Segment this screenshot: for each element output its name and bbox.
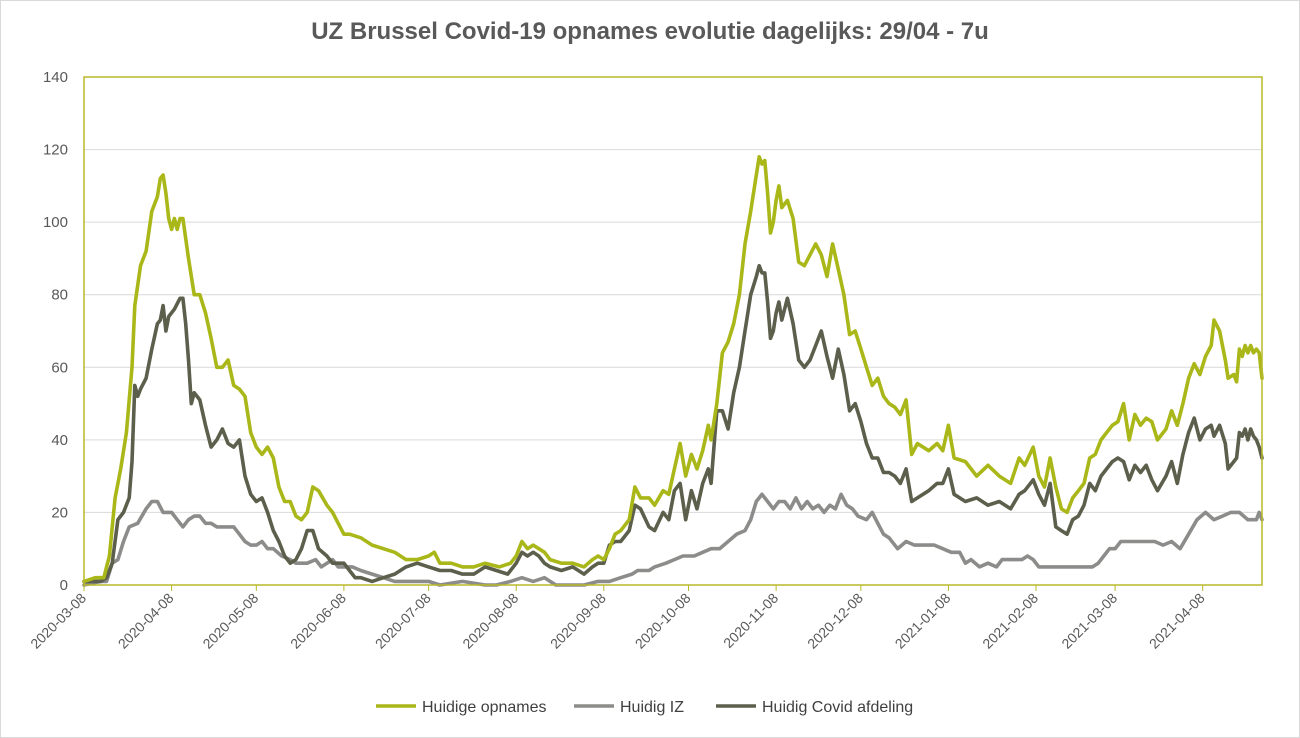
legend-label-opnames: Huidige opnames [422, 699, 547, 716]
series-line-afdeling [82, 263, 1264, 584]
x-tick-label: 2021-02-08 [979, 590, 1041, 652]
series-lines [82, 155, 1264, 587]
y-axis-ticks: 0 20 40 60 80 100 120 140 [43, 69, 68, 594]
series-line-iz [82, 492, 1264, 587]
gridlines [84, 149, 1262, 513]
x-tick-label: 2021-01-08 [892, 590, 954, 652]
plot-area-border [83, 76, 1263, 586]
x-tick-label: 2020-04-08 [115, 590, 177, 652]
x-tick-label: 2020-10-08 [632, 590, 694, 652]
x-tick-label: 2020-12-08 [804, 590, 866, 652]
legend-label-iz: Huidig IZ [620, 699, 684, 716]
x-tick-label: 2021-04-08 [1146, 590, 1208, 652]
series-line-opnames [82, 155, 1264, 584]
x-tick-label: 2020-06-08 [287, 590, 349, 652]
y-tick-label: 100 [43, 214, 68, 231]
x-tick-label: 2020-08-08 [459, 590, 521, 652]
legend-label-afdeling: Huidig Covid afdeling [762, 699, 913, 716]
y-tick-label: 20 [51, 504, 68, 521]
y-tick-label: 120 [43, 142, 68, 159]
y-tick-label: 80 [51, 287, 68, 304]
x-tick-label: 2020-05-08 [199, 590, 261, 652]
plot-border [83, 76, 1263, 586]
y-tick-label: 0 [60, 577, 68, 594]
legend: Huidige opnames Huidig IZ Huidig Covid afd… [376, 699, 913, 716]
x-tick-label: 2020-03-08 [27, 590, 89, 652]
x-tick-label: 2020-11-08 [720, 590, 781, 651]
x-axis-ticks: 2020-03-08 2020-04-08 2020-05-08 2020-06-08… [27, 585, 1208, 652]
y-tick-label: 60 [51, 359, 68, 376]
chart-title: UZ Brussel Covid-19 opnames evolutie dag… [311, 18, 989, 45]
x-tick-label: 2021-03-08 [1058, 590, 1120, 652]
y-tick-label: 140 [43, 69, 68, 86]
x-tick-label: 2020-09-08 [547, 590, 609, 652]
x-tick-label: 2020-07-08 [372, 590, 434, 652]
y-tick-label: 40 [51, 432, 68, 449]
